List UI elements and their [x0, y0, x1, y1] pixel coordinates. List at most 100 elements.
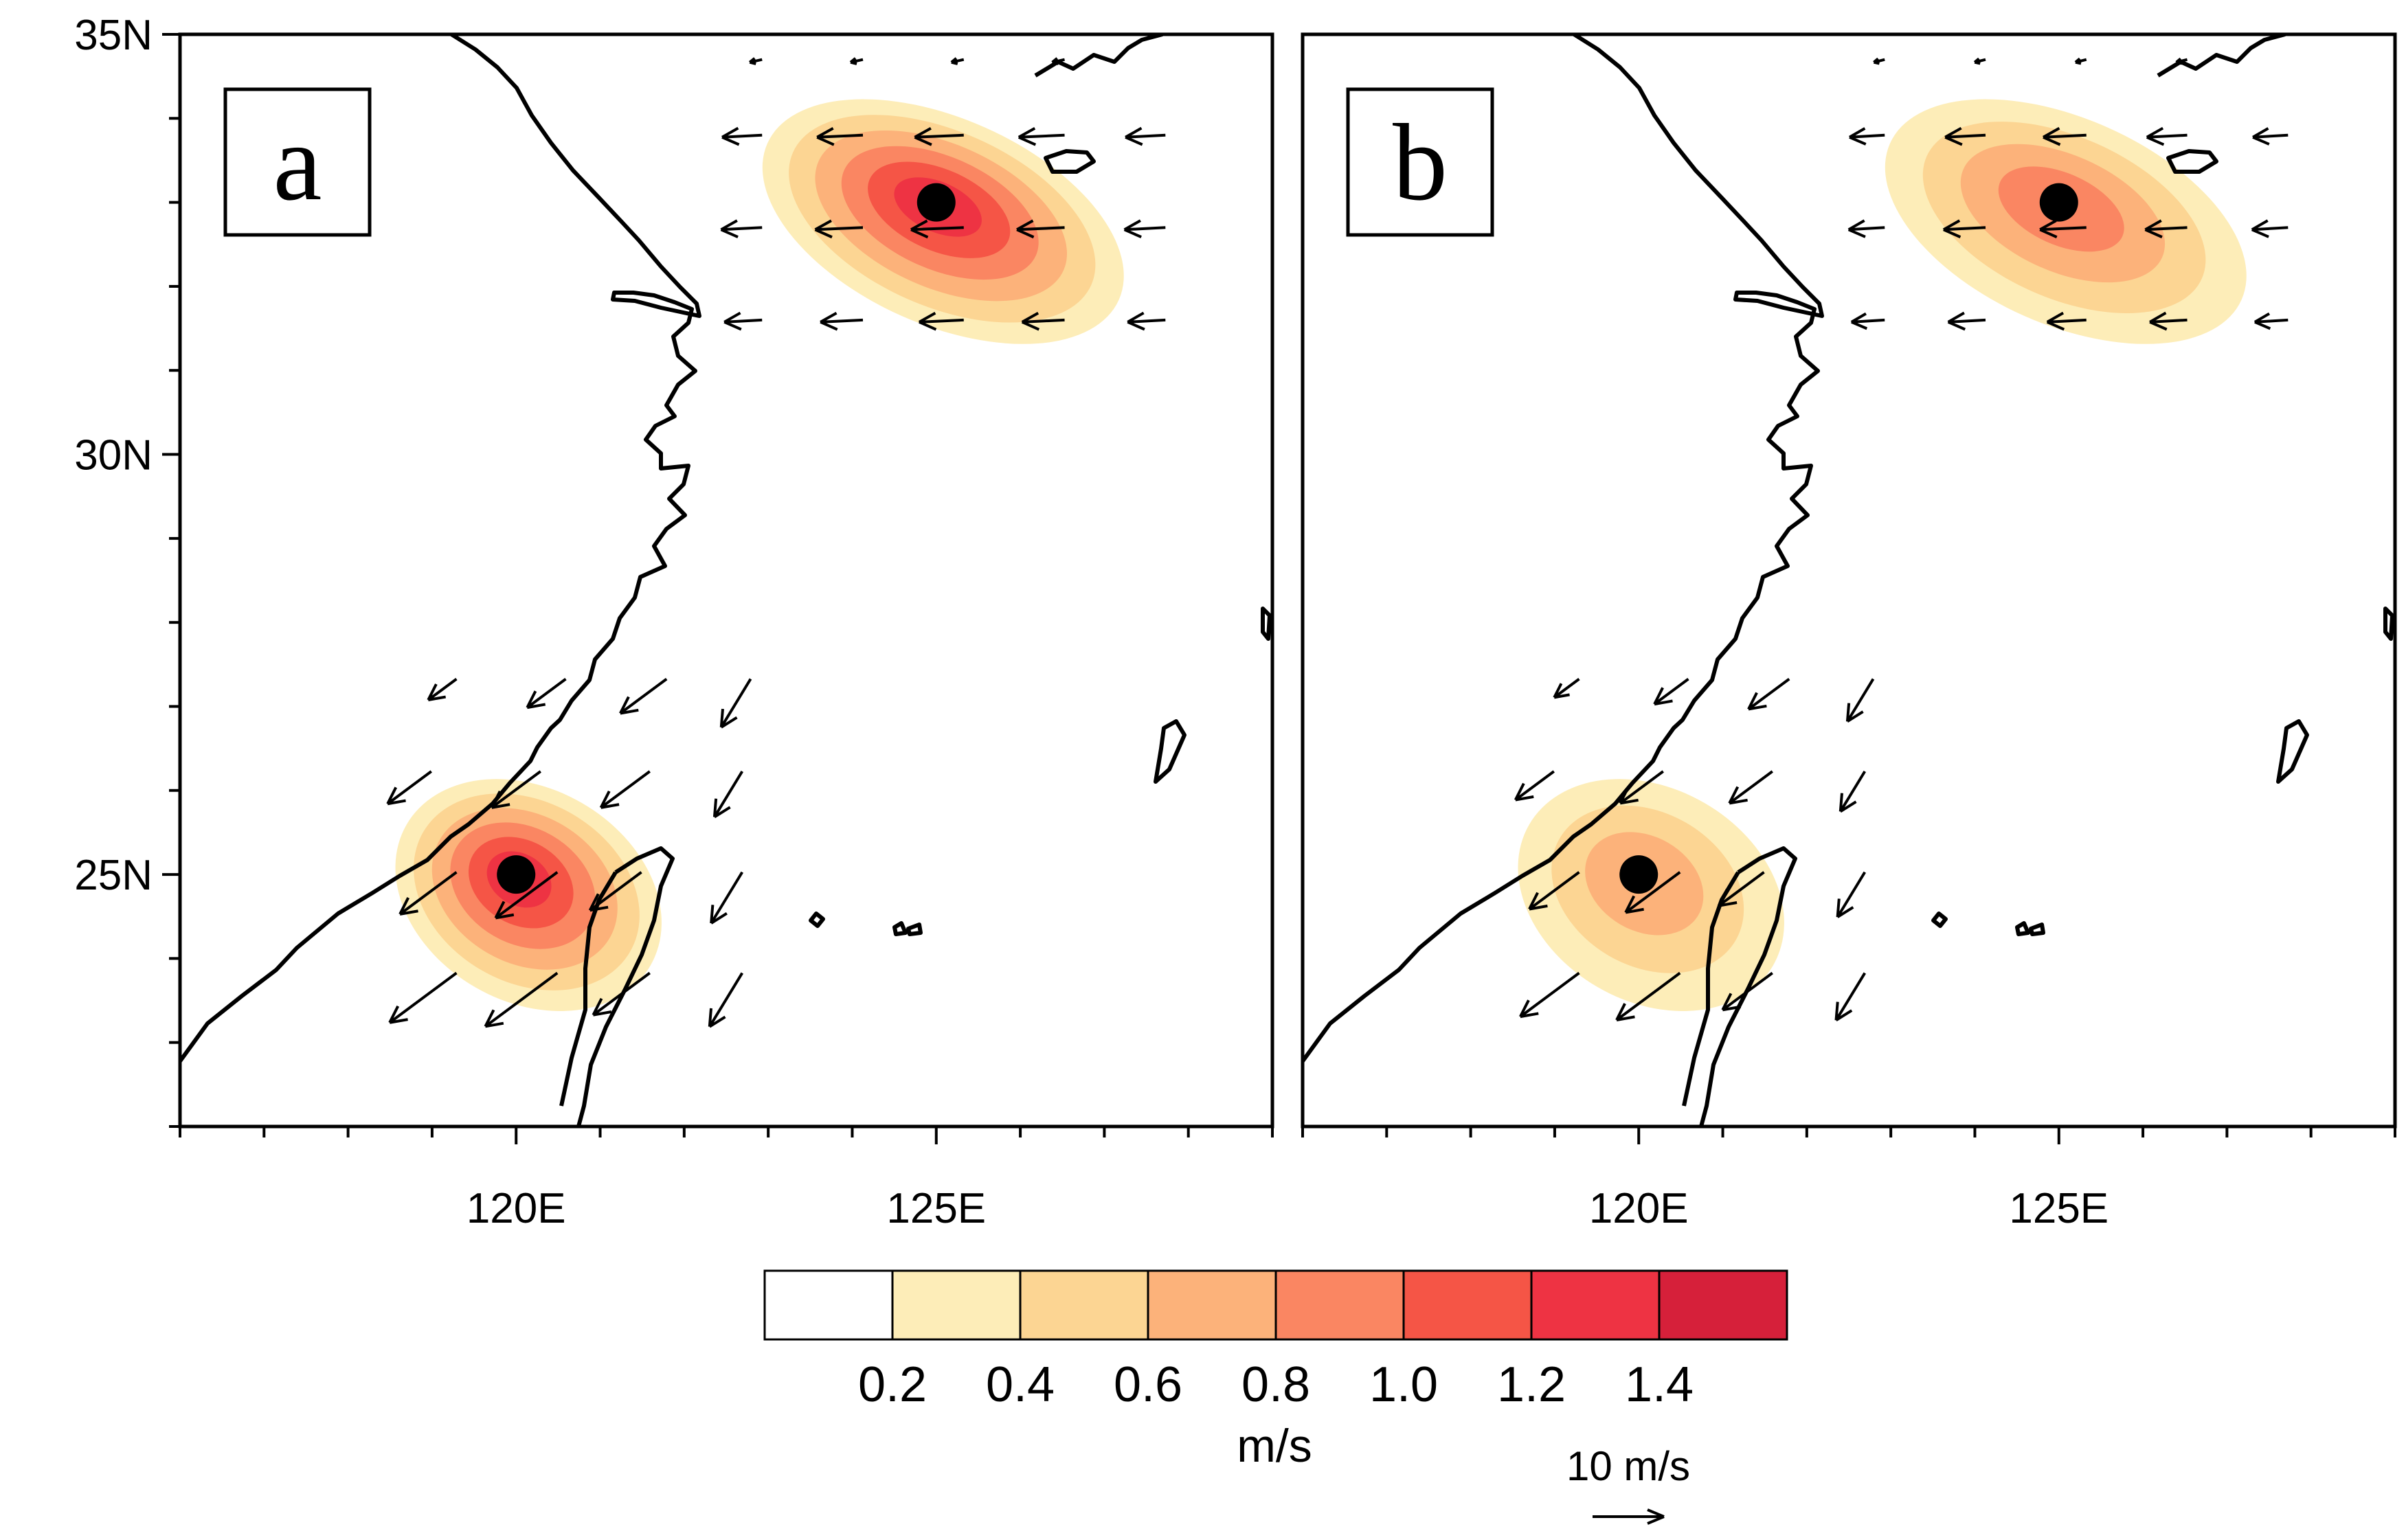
colorbar: 0.2 0.4 0.6 0.8 1.0 1.2 1.4 [763, 1269, 1788, 1412]
panel-a-wind-vector [592, 971, 651, 1017]
panel-b-center-marker-1 [2039, 183, 2078, 222]
panel-b-wind-vector [2043, 126, 2087, 146]
panel-a-wind-vector [619, 677, 668, 715]
panel-a-wind-vector [1051, 57, 1065, 65]
colorbar-level-label: 1.2 [1497, 1357, 1566, 1412]
colorbar-level-label: 0.8 [1241, 1357, 1310, 1412]
colorbar-swatch-1 [763, 1269, 894, 1341]
reference-vector-label: 10 m/s [1566, 1443, 1690, 1489]
panel-b-contours [1518, 99, 2247, 1011]
panel-b-wind-vector [1942, 219, 1986, 238]
panel-a-wind-vector [1021, 311, 1065, 331]
panel-a-center-marker-1 [917, 183, 956, 222]
panel-b-wind-vector [2046, 311, 2087, 331]
panel-b-wind-vector [2144, 219, 2188, 238]
panel-b-label-box: b [1346, 87, 1494, 237]
panel-b-wind-vector [1873, 57, 1885, 65]
panel-a-wind-vector [708, 972, 744, 1028]
panel-b-wind-vector [1615, 971, 1681, 1021]
colorbar-swatch-2 [891, 1269, 1022, 1341]
colorbar-level-label: 0.4 [986, 1357, 1055, 1412]
panel-b-wind-vector [1747, 677, 1790, 711]
panel-b-frame [1301, 32, 2397, 1129]
panel-a-wind-vector [712, 770, 744, 819]
panel-b-coastline [1303, 34, 2394, 1126]
panel-a-wind-vector [710, 871, 744, 925]
panel-a-wind-vector [814, 219, 864, 239]
panel-b-wind-vector [1519, 971, 1580, 1019]
panel-b-wind-vector [2253, 312, 2289, 330]
panel-a-center-marker-2 [497, 855, 536, 894]
panel-b-wind-vector [2149, 311, 2188, 331]
panel-b-wind-vector [1944, 126, 1986, 146]
panel-b-wind-vector [1836, 871, 1867, 918]
panel-a-wind-vector [816, 126, 864, 146]
panel-a-wind-vector [950, 57, 965, 65]
panel-a-wind-vector [490, 770, 541, 809]
panel-a-wind-vector [599, 770, 651, 809]
colorbar-level-label: 1.4 [1625, 1357, 1694, 1412]
colorbar-level-label: 0.6 [1114, 1357, 1182, 1412]
y-tick-label: 35N [74, 12, 153, 59]
axis-tick-labels: 120E 125E 35N 30N 25N 120E 125E [74, 12, 2109, 1232]
reference-vector: 10 m/s [1566, 1443, 1690, 1525]
panel-b-wind-vector [1845, 678, 1875, 723]
panel-b-wind-vector [1514, 770, 1555, 802]
panel-b: b [1301, 32, 2397, 1129]
panel-a-wind-vector [1127, 311, 1166, 331]
panel-b-wind-vector [1653, 677, 1689, 706]
panel-b-wind-vector [1619, 770, 1664, 805]
panel-a-wind-vector [1123, 219, 1166, 238]
panel-a-wind-vector [723, 311, 763, 331]
panel-a-wind-vector [918, 312, 964, 331]
panel-a-wind-vector [719, 678, 752, 729]
panel-b-wind-vector [2039, 219, 2087, 239]
colorbar-level-label: 0.2 [858, 1357, 927, 1412]
panel-b-wind-vector [1721, 971, 1773, 1012]
colorbar-swatch-4 [1147, 1269, 1277, 1341]
panel-a-wind-vector [388, 971, 458, 1024]
panel-a-wind-vector [914, 127, 964, 146]
colorbar-swatch-7 [1530, 1269, 1661, 1341]
panel-a-wind-vector [820, 311, 864, 331]
panel-b-wind-vector [1850, 312, 1885, 330]
panel-a: a [178, 32, 1274, 1129]
panel-a-wind-vector [910, 219, 964, 239]
colorbar-level-label: 1.0 [1369, 1357, 1438, 1412]
panel-b-wind-vector [1624, 871, 1681, 914]
panel-a-wind-vector [494, 871, 559, 920]
panel-a-wind-vectors [386, 57, 1166, 1028]
panel-a-wind-vector [849, 57, 864, 65]
panel-b-wind-vector [1839, 770, 1867, 813]
panel-a-frame [178, 32, 1274, 1129]
y-tick-label: 30N [74, 432, 153, 479]
x-tick-label: 120E [466, 1185, 566, 1232]
panel-b-wind-vector [2074, 57, 2087, 65]
panel-b-wind-vector [1973, 57, 1986, 65]
panel-a-wind-vector [588, 871, 642, 912]
panel-b-wind-vector [2175, 57, 2188, 65]
panel-b-wind-vector [1947, 311, 1986, 331]
panel-b-wind-vectors [1514, 57, 2289, 1022]
panel-a-wind-vector [398, 871, 458, 916]
colorbar-swatch-8 [1658, 1269, 1788, 1341]
x-tick-label: 120E [1589, 1185, 1689, 1232]
panel-a-wind-vector [1125, 126, 1166, 146]
panel-b-wind-vector [1717, 871, 1765, 907]
panel-b-wind-vector [2146, 126, 2188, 146]
panel-a-wind-vector [427, 677, 458, 701]
panel-b-wind-vector [1847, 219, 1885, 238]
panel-b-wind-vector [2252, 127, 2289, 146]
panel-a-wind-vector [386, 770, 432, 806]
panel-a-wind-vector [748, 57, 763, 65]
reference-vector-arrowhead [1647, 1508, 1665, 1525]
colorbar-swatch-3 [1019, 1269, 1149, 1341]
axis-ticks [162, 33, 2396, 1144]
panel-b-wind-vector [1834, 972, 1867, 1022]
panel-a-label-box: a [223, 87, 372, 237]
colorbar-units: m/s [1237, 1420, 1312, 1472]
panel-a-wind-vector [484, 971, 559, 1028]
colorbar-swatch-5 [1274, 1269, 1405, 1341]
panel-b-wind-vector [1849, 127, 1885, 146]
